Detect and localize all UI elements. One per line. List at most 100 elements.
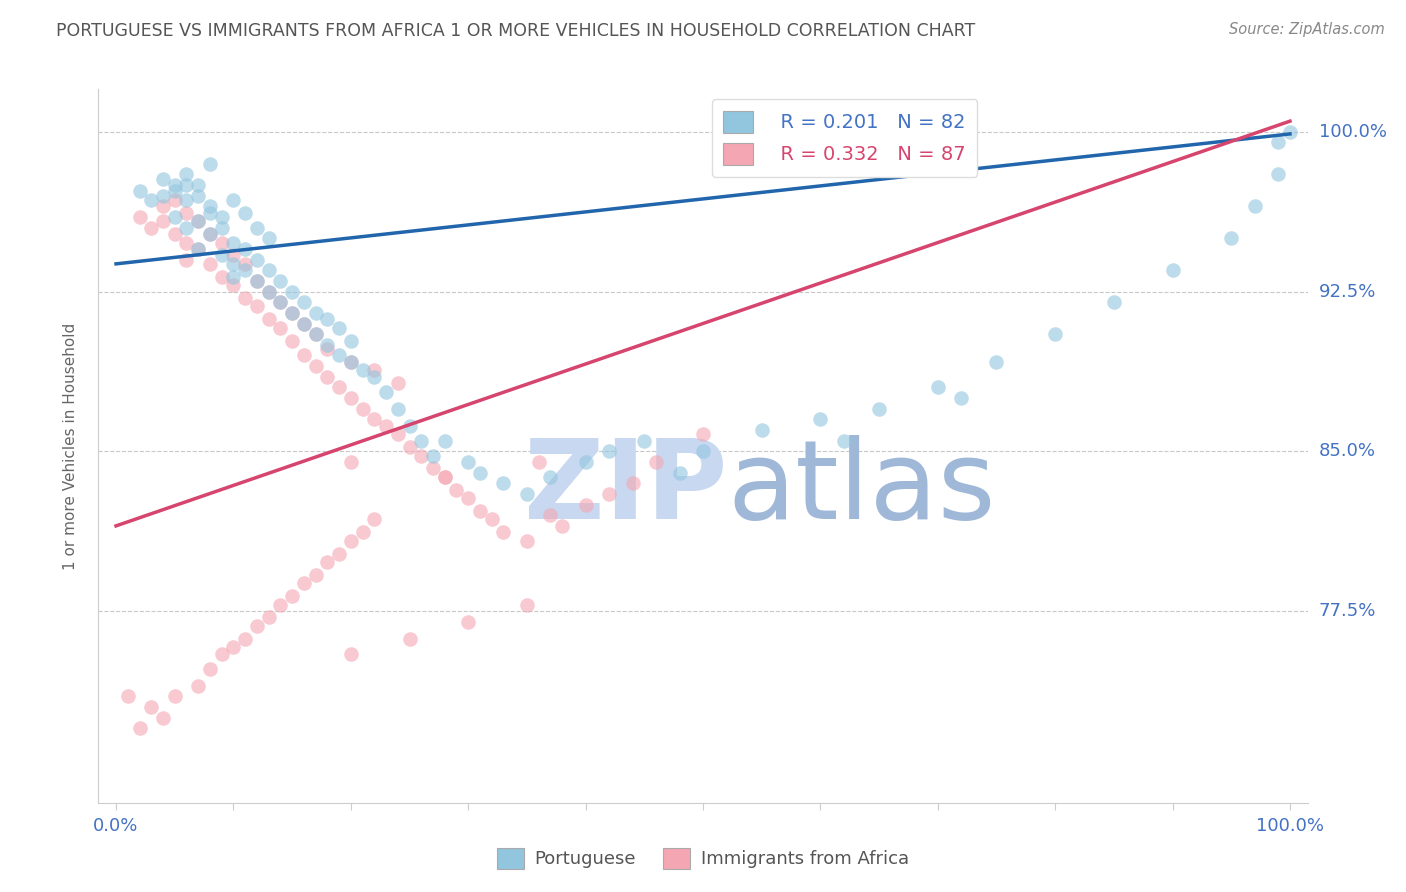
Point bbox=[538, 470, 561, 484]
Point bbox=[1278, 125, 1301, 139]
Point bbox=[433, 470, 456, 484]
Point bbox=[316, 555, 339, 569]
Point bbox=[246, 274, 269, 288]
Point bbox=[222, 640, 245, 655]
Point bbox=[281, 334, 304, 348]
Point bbox=[1161, 263, 1184, 277]
Point bbox=[340, 647, 363, 661]
Point bbox=[375, 418, 398, 433]
Point bbox=[692, 427, 714, 442]
Point bbox=[281, 306, 304, 320]
Point bbox=[257, 610, 280, 624]
Point bbox=[246, 220, 269, 235]
Point bbox=[187, 214, 209, 228]
Point bbox=[986, 355, 1008, 369]
Text: ZIP: ZIP bbox=[524, 435, 727, 542]
Point bbox=[187, 679, 209, 693]
Point bbox=[233, 632, 256, 646]
Point bbox=[211, 248, 233, 262]
Point bbox=[163, 185, 186, 199]
Point bbox=[128, 721, 150, 735]
Point bbox=[387, 401, 409, 416]
Point bbox=[141, 193, 163, 207]
Point bbox=[163, 210, 186, 224]
Point bbox=[292, 317, 315, 331]
Point bbox=[304, 327, 326, 342]
Point bbox=[233, 263, 256, 277]
Point bbox=[152, 171, 174, 186]
Point bbox=[316, 342, 339, 356]
Point bbox=[187, 214, 209, 228]
Point bbox=[187, 242, 209, 256]
Point bbox=[187, 242, 209, 256]
Point bbox=[328, 320, 350, 334]
Point bbox=[340, 355, 363, 369]
Point bbox=[927, 380, 949, 394]
Point bbox=[176, 168, 198, 182]
Point bbox=[233, 257, 256, 271]
Point bbox=[340, 533, 363, 548]
Point bbox=[598, 444, 620, 458]
Point bbox=[176, 220, 198, 235]
Point bbox=[292, 295, 315, 310]
Point bbox=[292, 317, 315, 331]
Point bbox=[292, 576, 315, 591]
Point bbox=[433, 434, 456, 448]
Point bbox=[281, 285, 304, 299]
Point bbox=[398, 418, 420, 433]
Point bbox=[246, 252, 269, 267]
Point bbox=[269, 295, 291, 310]
Point bbox=[304, 306, 326, 320]
Point bbox=[233, 206, 256, 220]
Point bbox=[257, 263, 280, 277]
Point bbox=[128, 185, 150, 199]
Point bbox=[340, 455, 363, 469]
Point bbox=[198, 157, 221, 171]
Point bbox=[868, 401, 890, 416]
Point bbox=[176, 206, 198, 220]
Point bbox=[363, 369, 385, 384]
Point bbox=[187, 188, 209, 202]
Point bbox=[352, 401, 374, 416]
Point bbox=[808, 412, 831, 426]
Point bbox=[304, 327, 326, 342]
Point bbox=[575, 498, 598, 512]
Point bbox=[422, 461, 444, 475]
Y-axis label: 1 or more Vehicles in Household: 1 or more Vehicles in Household bbox=[63, 322, 77, 570]
Point bbox=[316, 338, 339, 352]
Point bbox=[222, 278, 245, 293]
Point bbox=[468, 504, 491, 518]
Point bbox=[211, 647, 233, 661]
Point bbox=[233, 242, 256, 256]
Point bbox=[141, 220, 163, 235]
Point bbox=[198, 227, 221, 241]
Point bbox=[527, 455, 550, 469]
Point bbox=[832, 434, 855, 448]
Point bbox=[621, 476, 644, 491]
Point bbox=[950, 391, 973, 405]
Point bbox=[411, 449, 433, 463]
Point bbox=[222, 269, 245, 284]
Point bbox=[198, 662, 221, 676]
Point bbox=[363, 363, 385, 377]
Point bbox=[492, 525, 515, 540]
Point bbox=[176, 235, 198, 250]
Point bbox=[304, 567, 326, 582]
Point bbox=[152, 710, 174, 724]
Point bbox=[281, 306, 304, 320]
Point bbox=[233, 291, 256, 305]
Point bbox=[575, 455, 598, 469]
Point bbox=[457, 615, 479, 629]
Point bbox=[211, 269, 233, 284]
Point bbox=[1102, 295, 1125, 310]
Point bbox=[363, 412, 385, 426]
Text: atlas: atlas bbox=[727, 435, 995, 542]
Point bbox=[551, 519, 574, 533]
Point bbox=[316, 312, 339, 326]
Point bbox=[152, 199, 174, 213]
Point bbox=[692, 444, 714, 458]
Point bbox=[304, 359, 326, 373]
Point bbox=[668, 466, 690, 480]
Point bbox=[340, 391, 363, 405]
Text: Source: ZipAtlas.com: Source: ZipAtlas.com bbox=[1229, 22, 1385, 37]
